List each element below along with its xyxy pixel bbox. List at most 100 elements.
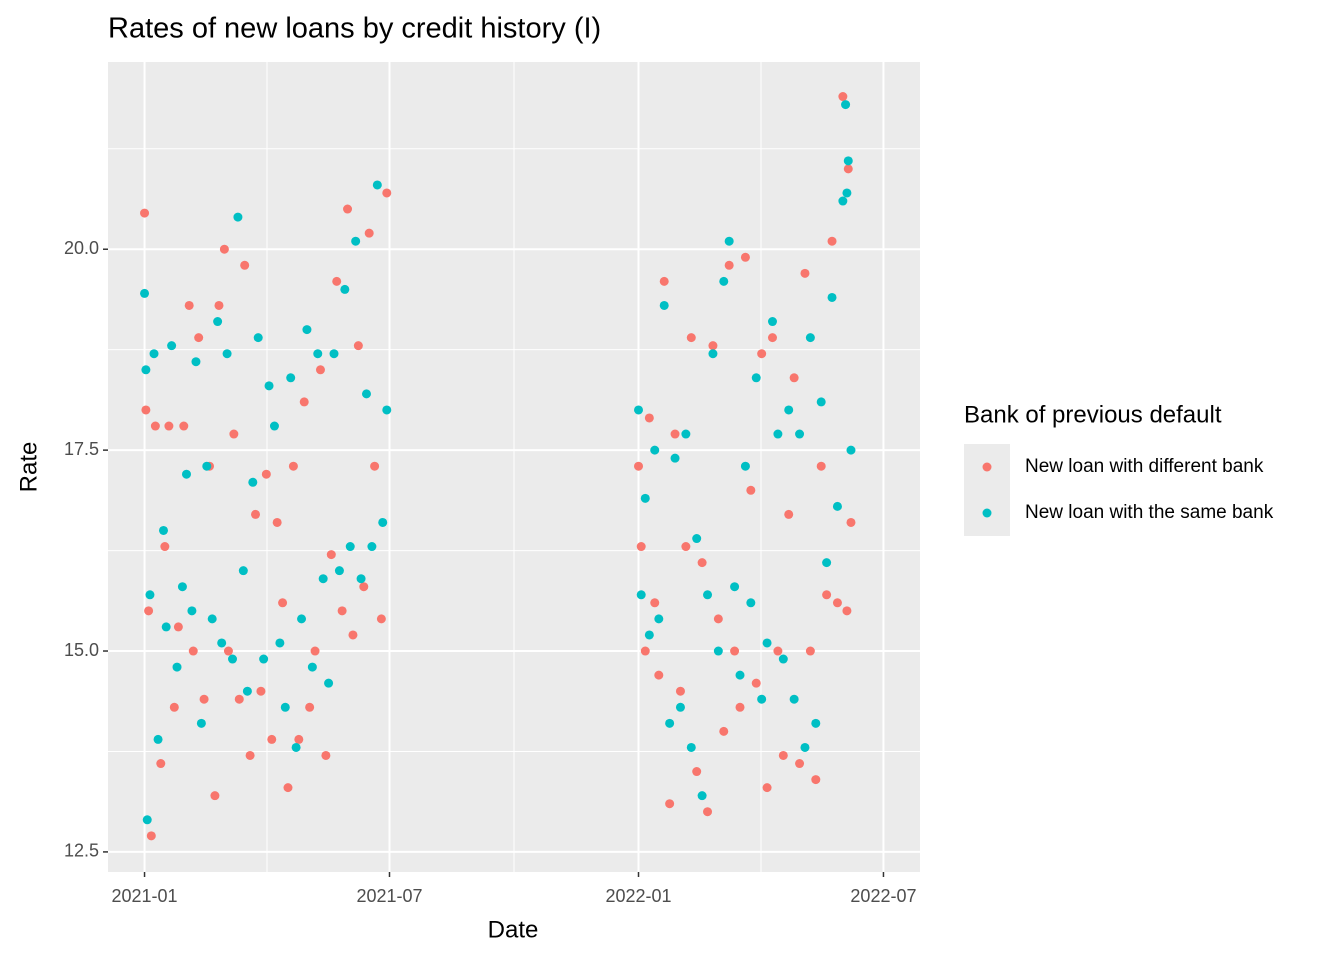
point bbox=[697, 791, 707, 801]
point bbox=[219, 244, 229, 254]
point bbox=[681, 429, 691, 439]
point bbox=[245, 750, 255, 760]
point bbox=[644, 630, 654, 640]
point bbox=[713, 646, 723, 656]
point bbox=[140, 288, 150, 298]
point bbox=[310, 646, 320, 656]
point bbox=[353, 341, 363, 351]
point bbox=[217, 638, 227, 648]
point bbox=[822, 590, 832, 600]
point bbox=[343, 204, 353, 214]
x-tick-label: 2021-01 bbox=[112, 886, 178, 906]
point bbox=[789, 694, 799, 704]
point bbox=[194, 333, 204, 343]
point bbox=[223, 646, 233, 656]
y-tick-label: 17.5 bbox=[64, 439, 99, 459]
point bbox=[141, 405, 151, 415]
point bbox=[332, 276, 342, 286]
point bbox=[670, 429, 680, 439]
point bbox=[640, 493, 650, 503]
point bbox=[240, 260, 250, 270]
x-tick-label: 2021-07 bbox=[356, 886, 422, 906]
point bbox=[172, 662, 182, 672]
point bbox=[315, 365, 325, 375]
point bbox=[838, 196, 848, 206]
point bbox=[827, 236, 837, 246]
point bbox=[841, 100, 851, 110]
point bbox=[778, 750, 788, 760]
point bbox=[164, 421, 174, 431]
point bbox=[719, 276, 729, 286]
point bbox=[297, 614, 307, 624]
point bbox=[364, 228, 374, 238]
point bbox=[800, 268, 810, 278]
point bbox=[299, 397, 309, 407]
point bbox=[334, 566, 344, 576]
point bbox=[167, 341, 177, 351]
legend-title: Bank of previous default bbox=[964, 401, 1222, 428]
point bbox=[773, 429, 783, 439]
point bbox=[233, 212, 243, 222]
point bbox=[784, 509, 794, 519]
point bbox=[356, 574, 366, 584]
point bbox=[337, 606, 347, 616]
point bbox=[181, 469, 191, 479]
point bbox=[650, 598, 660, 608]
point bbox=[773, 646, 783, 656]
point bbox=[340, 284, 350, 294]
point bbox=[762, 638, 772, 648]
point bbox=[329, 349, 339, 359]
point bbox=[816, 397, 826, 407]
point bbox=[283, 783, 293, 793]
point bbox=[827, 292, 837, 302]
point bbox=[681, 542, 691, 552]
point bbox=[675, 686, 685, 696]
point bbox=[158, 525, 168, 535]
point bbox=[238, 566, 248, 576]
point bbox=[650, 445, 660, 455]
point bbox=[730, 582, 740, 592]
point bbox=[832, 598, 842, 608]
point bbox=[665, 799, 675, 809]
chart-title: Rates of new loans by credit history (I) bbox=[108, 13, 601, 45]
point bbox=[160, 542, 170, 552]
point bbox=[636, 542, 646, 552]
point bbox=[269, 421, 279, 431]
point bbox=[213, 317, 223, 327]
point bbox=[740, 461, 750, 471]
point bbox=[746, 485, 756, 495]
point bbox=[248, 477, 258, 487]
point bbox=[286, 373, 296, 383]
point bbox=[795, 759, 805, 769]
point bbox=[207, 614, 217, 624]
point bbox=[697, 558, 707, 568]
point bbox=[313, 349, 323, 359]
point bbox=[846, 517, 856, 527]
x-tick-label: 2022-01 bbox=[605, 886, 671, 906]
point bbox=[378, 517, 388, 527]
x-tick-label: 2022-07 bbox=[850, 886, 916, 906]
point bbox=[640, 646, 650, 656]
point bbox=[278, 598, 288, 608]
point bbox=[382, 188, 392, 198]
point bbox=[267, 734, 277, 744]
legend-marker bbox=[982, 462, 992, 472]
point bbox=[173, 622, 183, 632]
point bbox=[272, 517, 282, 527]
point bbox=[735, 670, 745, 680]
point bbox=[751, 373, 761, 383]
point bbox=[326, 550, 336, 560]
point bbox=[654, 670, 664, 680]
point bbox=[654, 614, 664, 624]
point bbox=[318, 574, 328, 584]
point bbox=[351, 236, 361, 246]
point bbox=[740, 252, 750, 262]
point bbox=[264, 381, 274, 391]
point bbox=[177, 582, 187, 592]
point bbox=[321, 750, 331, 760]
point bbox=[324, 678, 334, 688]
point bbox=[348, 630, 358, 640]
point bbox=[811, 775, 821, 785]
point bbox=[800, 742, 810, 752]
